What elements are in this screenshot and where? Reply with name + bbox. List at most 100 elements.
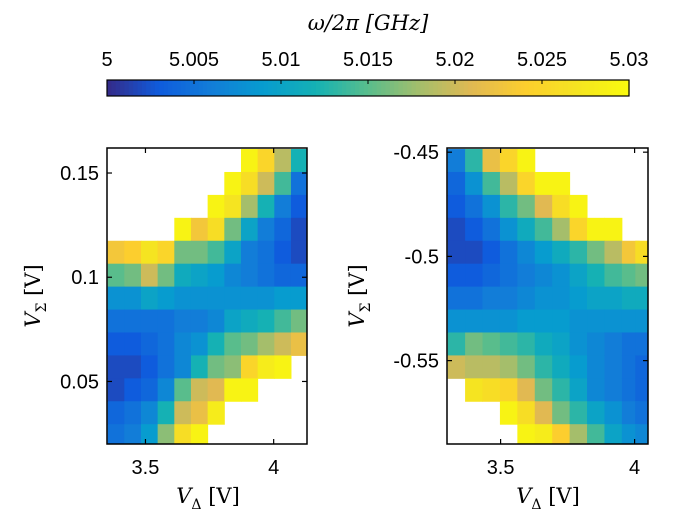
colorbar-segment bbox=[328, 80, 334, 96]
colorbar-segment bbox=[298, 80, 304, 96]
heatmap-cell bbox=[569, 240, 588, 265]
right-x-label: VΔ [V] bbox=[516, 484, 580, 513]
heatmap-cell bbox=[274, 194, 292, 219]
y-tick-label: -0.45 bbox=[393, 142, 439, 164]
heatmap-cell bbox=[290, 332, 308, 356]
colorbar-segment bbox=[259, 80, 265, 96]
heatmap-cell bbox=[447, 263, 466, 288]
heatmap-cell bbox=[569, 355, 588, 379]
colorbar-segment bbox=[276, 80, 282, 96]
heatmap-cell bbox=[587, 263, 605, 288]
heatmap-cell bbox=[587, 332, 605, 356]
colorbar-segment bbox=[285, 80, 291, 96]
right-heatmap-cells bbox=[447, 149, 649, 445]
colorbar-segment bbox=[111, 80, 117, 96]
x-tick-label: 4 bbox=[629, 457, 640, 479]
colorbar-segment bbox=[524, 80, 530, 96]
colorbar-segment bbox=[428, 80, 434, 96]
colorbar-segment bbox=[180, 80, 186, 96]
heatmap-cell bbox=[174, 286, 192, 311]
heatmap-cell bbox=[157, 263, 175, 288]
colorbar-segment bbox=[550, 80, 556, 96]
colorbar-segment bbox=[528, 80, 534, 96]
heatmap-cell bbox=[569, 286, 588, 311]
heatmap-cell bbox=[635, 401, 649, 425]
heatmap-cell bbox=[517, 401, 536, 425]
colorbar-segment bbox=[281, 80, 286, 96]
heatmap-cell bbox=[587, 286, 605, 311]
colorbar-tick-label: 5.005 bbox=[169, 49, 219, 71]
colorbar-segment bbox=[381, 80, 386, 96]
heatmap-cell bbox=[140, 309, 159, 333]
heatmap-cell bbox=[207, 263, 225, 288]
colorbar-tick-label: 5.01 bbox=[262, 49, 301, 71]
heatmap-cell bbox=[174, 332, 192, 356]
heatmap-cell bbox=[207, 194, 225, 219]
svg-text:VΔ [V]: VΔ [V] bbox=[176, 484, 240, 513]
heatmap-cell bbox=[552, 378, 571, 402]
colorbar-segment bbox=[420, 80, 426, 96]
colorbar-segment bbox=[163, 80, 169, 96]
heatmap-cell bbox=[157, 286, 175, 311]
colorbar-segment bbox=[207, 80, 212, 96]
colorbar-segment bbox=[602, 80, 608, 96]
colorbar-segment bbox=[107, 80, 112, 96]
colorbar-segment bbox=[167, 80, 173, 96]
colorbar-segment bbox=[533, 80, 539, 96]
colorbar-segment bbox=[194, 80, 199, 96]
colorbar-segment bbox=[394, 80, 400, 96]
heatmap-cell bbox=[552, 401, 571, 425]
colorbar-segment bbox=[511, 80, 517, 96]
heatmap-cell bbox=[604, 355, 623, 379]
heatmap-cell bbox=[107, 332, 125, 356]
heatmap-cell bbox=[517, 263, 536, 288]
heatmap-cell bbox=[482, 194, 501, 219]
colorbar-tick-label: 5.02 bbox=[436, 49, 475, 71]
colorbar-segment bbox=[615, 80, 621, 96]
heatmap-cell bbox=[569, 309, 588, 333]
heatmap-cell bbox=[447, 217, 466, 242]
heatmap-cell bbox=[190, 424, 209, 445]
colorbar-segment bbox=[376, 80, 382, 96]
heatmap-cell bbox=[482, 378, 501, 402]
heatmap-cell bbox=[534, 332, 553, 356]
colorbar-ticks: 5 5.005 5.01 5.015 5.02 5.025 5.03 bbox=[101, 49, 648, 84]
heatmap-cell bbox=[240, 378, 259, 402]
heatmap-cell bbox=[107, 263, 125, 288]
colorbar-segment bbox=[263, 80, 269, 96]
heatmap-cell bbox=[207, 309, 225, 333]
heatmap-cell bbox=[290, 240, 308, 265]
heatmap-cell bbox=[499, 355, 518, 379]
colorbar-segment bbox=[463, 80, 469, 96]
heatmap-cell bbox=[499, 171, 518, 196]
colorbar-segment bbox=[468, 80, 473, 96]
colorbar-segment bbox=[572, 80, 578, 96]
heatmap-cell bbox=[465, 149, 484, 173]
heatmap-cell bbox=[635, 309, 649, 333]
colorbar-segment bbox=[433, 80, 439, 96]
colorbar-segment bbox=[494, 80, 500, 96]
heatmap-cell bbox=[257, 171, 275, 196]
heatmap-cell bbox=[604, 309, 623, 333]
colorbar-segment bbox=[576, 80, 582, 96]
heatmap-cell bbox=[569, 263, 588, 288]
colorbar-segment bbox=[224, 80, 230, 96]
heatmap-cell bbox=[534, 401, 553, 425]
heatmap-cell bbox=[124, 240, 142, 265]
heatmap-cell bbox=[635, 332, 649, 356]
colorbar-segment bbox=[150, 80, 156, 96]
heatmap-cell bbox=[124, 401, 142, 425]
svg-text:VΔ [V]: VΔ [V] bbox=[516, 484, 580, 513]
colorbar-segment bbox=[607, 80, 613, 96]
heatmap-cell bbox=[587, 240, 605, 265]
heatmap-cell bbox=[124, 263, 142, 288]
heatmap-cell bbox=[447, 194, 466, 219]
svg-text:VΣ [V]: VΣ [V] bbox=[21, 264, 50, 327]
colorbar-segment bbox=[228, 80, 234, 96]
heatmap-cell bbox=[465, 332, 484, 356]
heatmap-cell bbox=[482, 309, 501, 333]
heatmap-cell bbox=[465, 378, 484, 402]
heatmap-cell bbox=[190, 332, 209, 356]
heatmap-cell bbox=[274, 263, 292, 288]
heatmap-cell bbox=[274, 355, 292, 379]
